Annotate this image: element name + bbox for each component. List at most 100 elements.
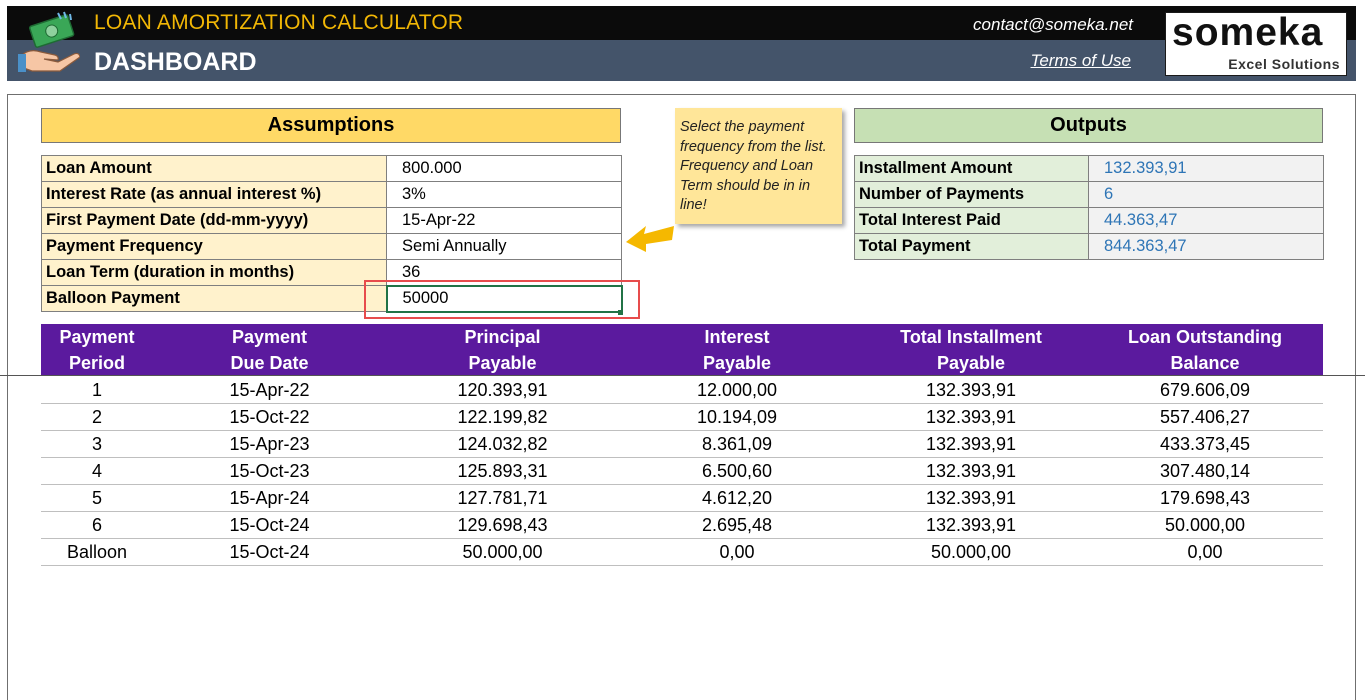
balloon-payment-input[interactable]: 50000: [385, 284, 623, 313]
balance-cell: 679.606,09: [1159, 380, 1251, 400]
brand-name: someka: [1172, 11, 1324, 54]
due-date-cell: 15-Oct-22: [229, 407, 310, 427]
installment-cell: 132.393,91: [925, 434, 1017, 454]
principal-cell: 129.698,43: [457, 515, 548, 535]
installment-cell: 132.393,91: [925, 407, 1017, 427]
outputs-table: Installment Amount 132.393,91 Number of …: [854, 155, 1324, 260]
loan-amount-input[interactable]: 800.000: [386, 155, 622, 182]
total-interest-label: Total Interest Paid: [854, 207, 1089, 234]
balance-cell: 433.373,45: [1159, 434, 1251, 454]
installment-cell: 132.393,91: [925, 461, 1017, 481]
installment-amount-value: 132.393,91: [1088, 155, 1324, 182]
col-line2: Balance: [1170, 353, 1240, 373]
period-cell: 5: [91, 488, 102, 508]
assumptions-header: Assumptions: [41, 108, 621, 143]
balance-cell: 0,00: [1187, 542, 1223, 562]
output-row: Installment Amount 132.393,91: [854, 155, 1324, 182]
contact-link[interactable]: contact@someka.net: [973, 15, 1133, 34]
installment-amount-label: Installment Amount: [854, 155, 1089, 182]
col-interest-payable: Interest Payable: [619, 324, 855, 376]
principal-cell: 127.781,71: [457, 488, 548, 508]
interest-cell: 10.194,09: [696, 407, 778, 427]
schedule-row: 6 15-Oct-24 129.698,43 2.695,48 132.393,…: [41, 512, 1323, 539]
cell-fill-handle[interactable]: [618, 310, 623, 315]
schedule-row: 5 15-Apr-24 127.781,71 4.612,20 132.393,…: [41, 485, 1323, 512]
header-top-bar: [7, 6, 1356, 40]
schedule-header: Payment Period Payment Due Date Principa…: [41, 324, 1323, 376]
loan-amount-label: Loan Amount: [41, 155, 387, 182]
balance-cell: 557.406,27: [1159, 407, 1251, 427]
installment-cell: 132.393,91: [925, 488, 1017, 508]
total-payment-label: Total Payment: [854, 233, 1089, 260]
col-line2: Payable: [468, 353, 537, 373]
due-date-cell: 15-Oct-24: [229, 542, 310, 562]
loan-term-label: Loan Term (duration in months): [41, 259, 387, 286]
someka-logo[interactable]: someka Excel Solutions: [1165, 11, 1347, 76]
balance-cell: 179.698,43: [1159, 488, 1251, 508]
frequency-note: Select the payment frequency from the li…: [675, 108, 842, 224]
payment-frequency-select[interactable]: Semi Annually: [386, 233, 622, 260]
period-cell: 4: [91, 461, 102, 481]
balloon-highlight-box: [364, 280, 640, 319]
col-line1: Principal: [464, 327, 541, 347]
schedule-row: 3 15-Apr-23 124.032,82 8.361,09 132.393,…: [41, 431, 1323, 458]
principal-cell: 120.393,91: [457, 380, 548, 400]
assumption-row: Loan Amount 800.000: [41, 155, 622, 182]
output-row: Number of Payments 6: [854, 181, 1324, 208]
balance-cell: 307.480,14: [1159, 461, 1251, 481]
app-title: LOAN AMORTIZATION CALCULATOR: [94, 11, 464, 34]
assumption-row: Payment Frequency Semi Annually: [41, 233, 622, 260]
interest-cell: 0,00: [719, 542, 755, 562]
schedule-row: 2 15-Oct-22 122.199,82 10.194,09 132.393…: [41, 404, 1323, 431]
dashboard-frame: [7, 94, 1356, 700]
period-cell: 1: [91, 380, 102, 400]
due-date-cell: 15-Oct-24: [229, 515, 310, 535]
schedule-body: 1 15-Apr-22 120.393,91 12.000,00 132.393…: [41, 377, 1323, 566]
due-date-cell: 15-Oct-23: [229, 461, 310, 481]
arrow-left-icon: [626, 226, 674, 252]
outputs-header: Outputs: [854, 108, 1323, 143]
total-interest-value: 44.363,47: [1088, 207, 1324, 234]
col-payment-period: Payment Period: [41, 324, 153, 376]
period-cell: Balloon: [66, 542, 128, 562]
due-date-cell: 15-Apr-24: [229, 488, 310, 508]
col-line2: Due Date: [230, 353, 309, 373]
col-line2: Period: [68, 353, 125, 373]
col-line2: Payable: [936, 353, 1006, 373]
output-row: Total Payment 844.363,47: [854, 233, 1324, 260]
principal-cell: 50.000,00: [462, 542, 543, 562]
brand-tagline: Excel Solutions: [1228, 56, 1340, 72]
interest-cell: 2.695,48: [701, 515, 773, 535]
interest-cell: 12.000,00: [696, 380, 778, 400]
first-payment-date-input[interactable]: 15-Apr-22: [386, 207, 622, 234]
terms-of-use-link[interactable]: Terms of Use: [1030, 51, 1131, 70]
period-cell: 3: [91, 434, 102, 454]
col-principal-payable: Principal Payable: [386, 324, 619, 376]
total-payment-value: 844.363,47: [1088, 233, 1324, 260]
installment-cell: 50.000,00: [930, 542, 1012, 562]
interest-cell: 6.500,60: [701, 461, 773, 481]
first-payment-date-label: First Payment Date (dd-mm-yyyy): [41, 207, 387, 234]
sheet-divider-line: [0, 375, 1365, 376]
col-payment-due-date: Payment Due Date: [153, 324, 386, 376]
schedule-row-balloon: Balloon 15-Oct-24 50.000,00 0,00 50.000,…: [41, 539, 1323, 566]
money-hand-icon: [18, 11, 80, 72]
number-of-payments-label: Number of Payments: [854, 181, 1089, 208]
assumption-row: Balloon Payment 50000: [41, 284, 623, 313]
assumption-row: First Payment Date (dd-mm-yyyy) 15-Apr-2…: [41, 207, 622, 234]
payment-frequency-label: Payment Frequency: [41, 233, 387, 260]
assumptions-table: Loan Amount 800.000 Interest Rate (as an…: [41, 155, 623, 313]
period-cell: 2: [91, 407, 102, 427]
output-row: Total Interest Paid 44.363,47: [854, 207, 1324, 234]
interest-cell: 8.361,09: [701, 434, 773, 454]
col-outstanding-balance: Loan Outstanding Balance: [1087, 324, 1323, 376]
col-total-installment: Total Installment Payable: [855, 324, 1087, 376]
assumption-row: Interest Rate (as annual interest %) 3%: [41, 181, 622, 208]
col-line2: Payable: [702, 353, 772, 373]
header-bottom-bar: [7, 40, 1356, 81]
interest-rate-input[interactable]: 3%: [386, 181, 622, 208]
schedule-row: 4 15-Oct-23 125.893,31 6.500,60 132.393,…: [41, 458, 1323, 485]
principal-cell: 125.893,31: [457, 461, 548, 481]
balance-cell: 50.000,00: [1164, 515, 1246, 535]
interest-cell: 4.612,20: [701, 488, 773, 508]
